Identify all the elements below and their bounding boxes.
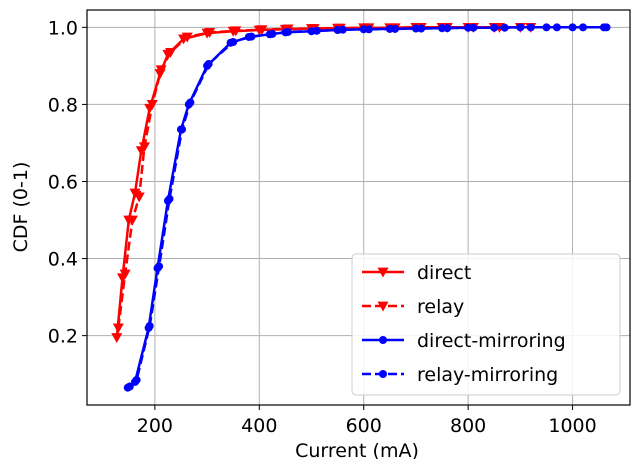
data-point	[165, 194, 174, 203]
legend: direct relay direct-mirroring relay-mirrori…	[351, 253, 621, 396]
data-point	[155, 65, 167, 76]
axes: 200 400 600 800 1000 0.2 0.4 0.6 0.8 1.0	[48, 9, 631, 437]
data-point	[126, 215, 138, 226]
series-relay-mirroring	[125, 23, 608, 391]
data-point	[133, 192, 145, 203]
legend-marker	[379, 370, 387, 378]
x-axis-label: Current (mA)	[295, 440, 419, 459]
data-point	[284, 27, 293, 36]
y-tick-label: 0.4	[48, 249, 78, 271]
data-point	[312, 26, 321, 35]
data-point	[204, 59, 213, 68]
y-tick-label: 0.8	[48, 94, 78, 116]
data-point	[552, 23, 561, 32]
data-point	[247, 32, 256, 41]
legend-marker	[379, 336, 387, 344]
data-point	[146, 100, 158, 110]
x-tick-label: 400	[241, 415, 277, 437]
x-tick-label: 600	[346, 415, 382, 437]
data-point	[417, 24, 426, 33]
data-point	[119, 269, 131, 280]
y-axis-label: CDF (0-1)	[10, 162, 32, 253]
data-point	[155, 262, 164, 271]
data-point	[125, 382, 134, 391]
x-tick-label: 800	[450, 415, 486, 437]
legend-label: direct-mirroring	[417, 330, 566, 352]
data-point	[500, 23, 509, 32]
data-point	[186, 98, 195, 107]
data-point	[230, 26, 242, 37]
data-point	[112, 323, 124, 334]
legend-box	[351, 253, 621, 396]
x-tick-label: 1000	[548, 415, 596, 437]
data-point	[165, 47, 177, 58]
data-point	[268, 29, 277, 38]
data-point	[138, 142, 150, 153]
legend-label: direct	[417, 262, 471, 284]
y-tick-label: 0.6	[48, 171, 78, 193]
x-tick-label: 200	[137, 415, 173, 437]
plot-frame	[86, 9, 631, 406]
legend-marker	[377, 267, 389, 278]
series-line	[128, 26, 604, 388]
y-tick-label: 0.2	[48, 326, 78, 348]
data-point	[599, 23, 608, 32]
data-point	[443, 24, 452, 33]
data-point	[145, 322, 154, 330]
plot-area	[111, 22, 611, 392]
legend-label: relay-mirroring	[417, 364, 558, 386]
data-point	[132, 375, 141, 384]
y-tick-label: 1.0	[48, 17, 78, 39]
data-point	[229, 37, 238, 46]
data-point	[181, 32, 193, 43]
data-point	[526, 23, 535, 32]
data-point	[579, 23, 588, 32]
data-point	[178, 125, 187, 134]
data-point	[256, 25, 268, 36]
data-point	[338, 25, 347, 34]
data-point	[469, 23, 478, 32]
legend-marker	[377, 301, 389, 312]
data-point	[391, 24, 400, 33]
data-point	[111, 333, 123, 344]
legend-label: relay	[417, 296, 464, 318]
data-point	[204, 27, 216, 38]
data-point	[364, 25, 373, 34]
